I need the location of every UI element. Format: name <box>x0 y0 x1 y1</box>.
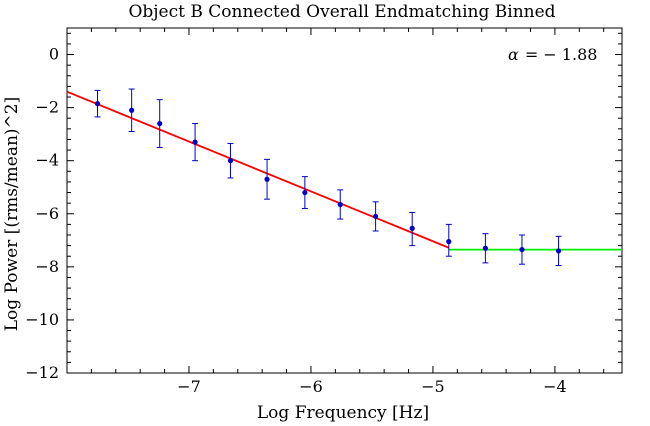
y-tick-label: −12 <box>25 363 59 382</box>
data-point <box>129 107 135 113</box>
fit-line <box>66 90 450 249</box>
chart-title: Object B Connected Overall Endmatching B… <box>128 2 555 22</box>
alpha-annotation: α = − 1.88 <box>508 45 597 64</box>
data-point <box>264 176 270 182</box>
data-point <box>227 158 234 164</box>
data-point <box>302 189 308 196</box>
alpha-symbol: α <box>508 45 519 64</box>
data-point <box>482 245 488 251</box>
x-tick-label: −5 <box>421 377 445 396</box>
y-tick-label: −4 <box>35 151 59 170</box>
y-tick-label: −8 <box>35 257 59 276</box>
data-point <box>409 225 415 231</box>
x-tick-label: −6 <box>299 377 323 396</box>
alpha-value: = − 1.88 <box>525 45 598 64</box>
plot-frame <box>66 27 623 374</box>
chart-marks <box>66 88 622 267</box>
y-axis-label: Log Power [(rms/mean)^2] <box>2 97 22 332</box>
data-point <box>337 201 343 208</box>
y-tick-label: 0 <box>49 45 59 64</box>
y-tick-label: −2 <box>35 98 59 117</box>
data-point <box>94 101 101 107</box>
data-point <box>192 139 198 145</box>
x-tick-label: −4 <box>543 377 567 396</box>
x-axis-label: Log Frequency [Hz] <box>257 403 429 423</box>
data-point <box>157 120 163 127</box>
data-point <box>555 248 562 254</box>
data-point <box>446 239 452 245</box>
data-point <box>373 213 379 220</box>
data-point <box>519 246 525 253</box>
y-tick-label: −6 <box>35 204 59 223</box>
y-tick-label: −10 <box>25 310 59 329</box>
axis-ticks: −7 −6 −5 −4 0 −2 −4 −6 −8 −10 −12 <box>25 28 622 396</box>
x-tick-label: −7 <box>177 377 201 396</box>
